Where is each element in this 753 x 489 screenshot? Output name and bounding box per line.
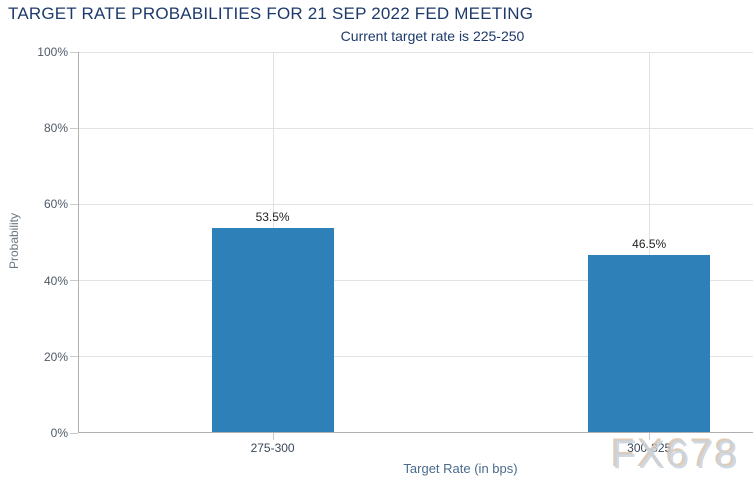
y-axis-tick (70, 356, 78, 358)
y-axis-tick (70, 203, 78, 205)
plot-area: 0% 20% 40% 60% 80% 100% 53.5% 275-300 46.5% 300-3… (37, 45, 753, 455)
watermark: FX678 (612, 433, 740, 477)
h-gridline (78, 203, 753, 205)
y-axis-title: Probability (7, 212, 21, 270)
y-tick-label: 60% (43, 197, 68, 212)
h-gridline (78, 280, 753, 282)
bar-value-label: 46.5% (632, 237, 667, 251)
v-gridline (649, 52, 650, 433)
y-tick-label: 100% (37, 45, 68, 59)
y-axis-tick (70, 432, 78, 434)
x-axis-tick (273, 433, 274, 440)
x-axis-title: Target Rate (in bps) (403, 461, 518, 476)
chart-subtitle: Current target rate is 225-250 (340, 28, 525, 44)
y-axis-tick (70, 51, 78, 53)
bar-300-325[interactable] (588, 255, 710, 432)
y-axis-tick (70, 280, 78, 282)
y-tick-label: 20% (43, 349, 68, 364)
h-gridline (78, 356, 753, 358)
y-tick-label: 40% (43, 273, 68, 288)
h-gridline (78, 51, 753, 53)
x-category-label: 275-300 (250, 441, 295, 455)
chart-title: TARGET RATE PROBABILITIES FOR 21 SEP 202… (8, 4, 534, 23)
x-category-label: 300-325 (627, 441, 672, 455)
y-tick-label: 0% (50, 426, 68, 440)
bar-value-label: 53.5% (255, 210, 290, 224)
y-tick-label: 80% (43, 121, 68, 136)
bar-275-300[interactable] (212, 228, 334, 432)
x-axis-line (78, 432, 753, 433)
y-axis-tick (70, 127, 78, 129)
y-axis-line (78, 52, 79, 433)
h-gridline (78, 127, 753, 129)
x-axis-tick (649, 433, 650, 440)
